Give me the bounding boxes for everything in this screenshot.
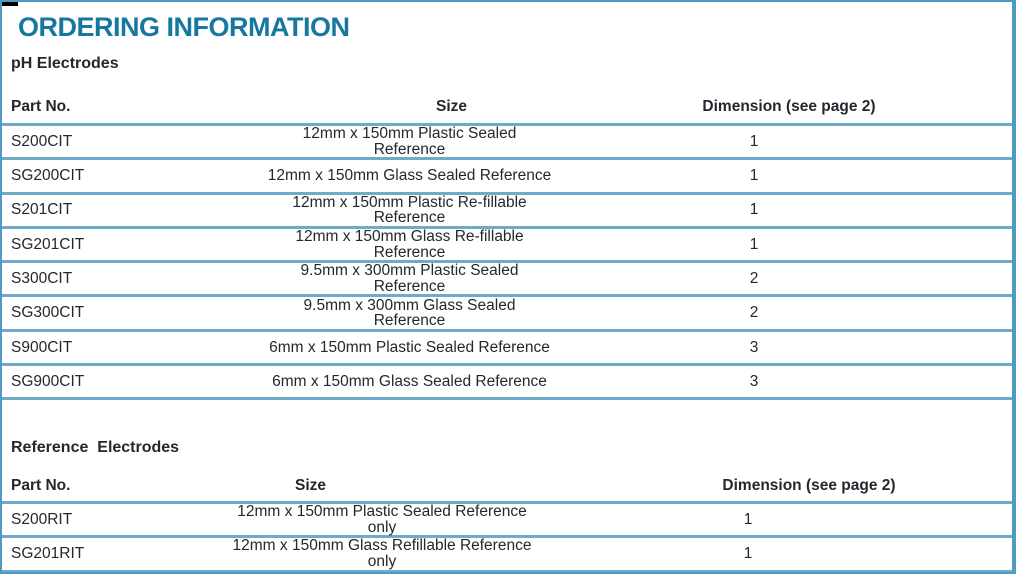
- table-row: S200RIT 12mm x 150mm Plastic Sealed Refe…: [2, 503, 1012, 539]
- dimension-cell: 1: [749, 201, 759, 219]
- table-row: SG200CIT 12mm x 150mm Glass Sealed Refer…: [2, 160, 1012, 195]
- scan-artifact-mark: [2, 2, 18, 6]
- ph-table-body: S200CIT 12mm x 150mm Plastic Sealed Refe…: [2, 125, 1012, 401]
- dimension-cell: 1: [749, 235, 759, 253]
- part-no-cell: S200CIT: [11, 132, 73, 150]
- section-heading-reference-electrodes: Reference Electrodes: [11, 439, 180, 456]
- dimension-cell: 3: [749, 372, 759, 390]
- part-no-cell: SG900CIT: [11, 372, 85, 390]
- reference-table-body: S200RIT 12mm x 150mm Plastic Sealed Refe…: [2, 503, 1012, 572]
- section-heading-ph-electrodes: pH Electrodes: [11, 55, 119, 72]
- part-no-cell: SG200CIT: [11, 167, 85, 185]
- part-no-cell: S900CIT: [11, 338, 73, 356]
- size-cell: 6mm x 150mm Glass Sealed Reference: [272, 372, 547, 390]
- part-no-cell: SG201RIT: [11, 545, 85, 563]
- size-cell: 12mm x 150mm Plastic Re-fillable Referen…: [292, 193, 527, 227]
- column-header-dimension: Dimension (see page 2): [702, 97, 876, 115]
- table-row: SG300CIT 9.5mm x 300mm Glass Sealed Refe…: [2, 296, 1012, 332]
- dimension-cell: 1: [743, 545, 753, 563]
- column-header-size: Size: [295, 476, 327, 494]
- column-header-size: Size: [435, 97, 467, 115]
- column-header-dimension: Dimension (see page 2): [722, 476, 896, 494]
- dimension-cell: 3: [749, 338, 759, 356]
- table-row: SG201CIT 12mm x 150mm Glass Re-fillable …: [2, 228, 1012, 264]
- part-no-cell: S300CIT: [11, 270, 73, 288]
- reference-table-header-row: Part No. Size Dimension (see page 2): [2, 470, 1012, 504]
- ph-table-header-row: Part No. Size Dimension (see page 2): [2, 90, 1012, 126]
- table-row: S201CIT 12mm x 150mm Plastic Re-fillable…: [2, 193, 1012, 229]
- table-row: S300CIT 9.5mm x 300mm Plastic Sealed Ref…: [2, 262, 1012, 298]
- size-cell: 6mm x 150mm Plastic Sealed Reference: [269, 338, 550, 356]
- part-no-cell: SG201CIT: [11, 235, 85, 253]
- part-no-cell: SG300CIT: [11, 304, 85, 322]
- size-cell: 12mm x 150mm Glass Refillable Reference …: [232, 537, 532, 570]
- table-row: S900CIT 6mm x 150mm Plastic Sealed Refer…: [2, 332, 1012, 367]
- part-no-cell: S200RIT: [11, 510, 73, 528]
- page-title: ORDERING INFORMATION: [18, 12, 350, 42]
- dimension-cell: 2: [749, 304, 759, 322]
- dimension-cell: 1: [749, 132, 759, 150]
- dimension-cell: 1: [743, 510, 753, 528]
- part-no-cell: S201CIT: [11, 201, 73, 219]
- column-header-part-no: Part No.: [11, 476, 71, 494]
- table-row: SG201RIT 12mm x 150mm Glass Refillable R…: [2, 538, 1012, 572]
- dimension-cell: 1: [749, 167, 759, 185]
- size-cell: 12mm x 150mm Glass Sealed Reference: [267, 167, 552, 185]
- size-cell: 9.5mm x 300mm Plastic Sealed Reference: [300, 262, 519, 295]
- size-cell: 9.5mm x 300mm Glass Sealed Reference: [303, 296, 516, 330]
- table-row: S200CIT 12mm x 150mm Plastic Sealed Refe…: [2, 125, 1012, 161]
- table-row: SG900CIT 6mm x 150mm Glass Sealed Refere…: [2, 366, 1012, 401]
- dimension-cell: 2: [749, 270, 759, 288]
- size-cell: 12mm x 150mm Plastic Sealed Reference: [302, 125, 517, 158]
- column-header-part-no: Part No.: [11, 97, 71, 115]
- size-cell: 12mm x 150mm Glass Re-fillable Reference: [295, 228, 524, 261]
- size-cell: 12mm x 150mm Plastic Sealed Reference on…: [237, 503, 527, 536]
